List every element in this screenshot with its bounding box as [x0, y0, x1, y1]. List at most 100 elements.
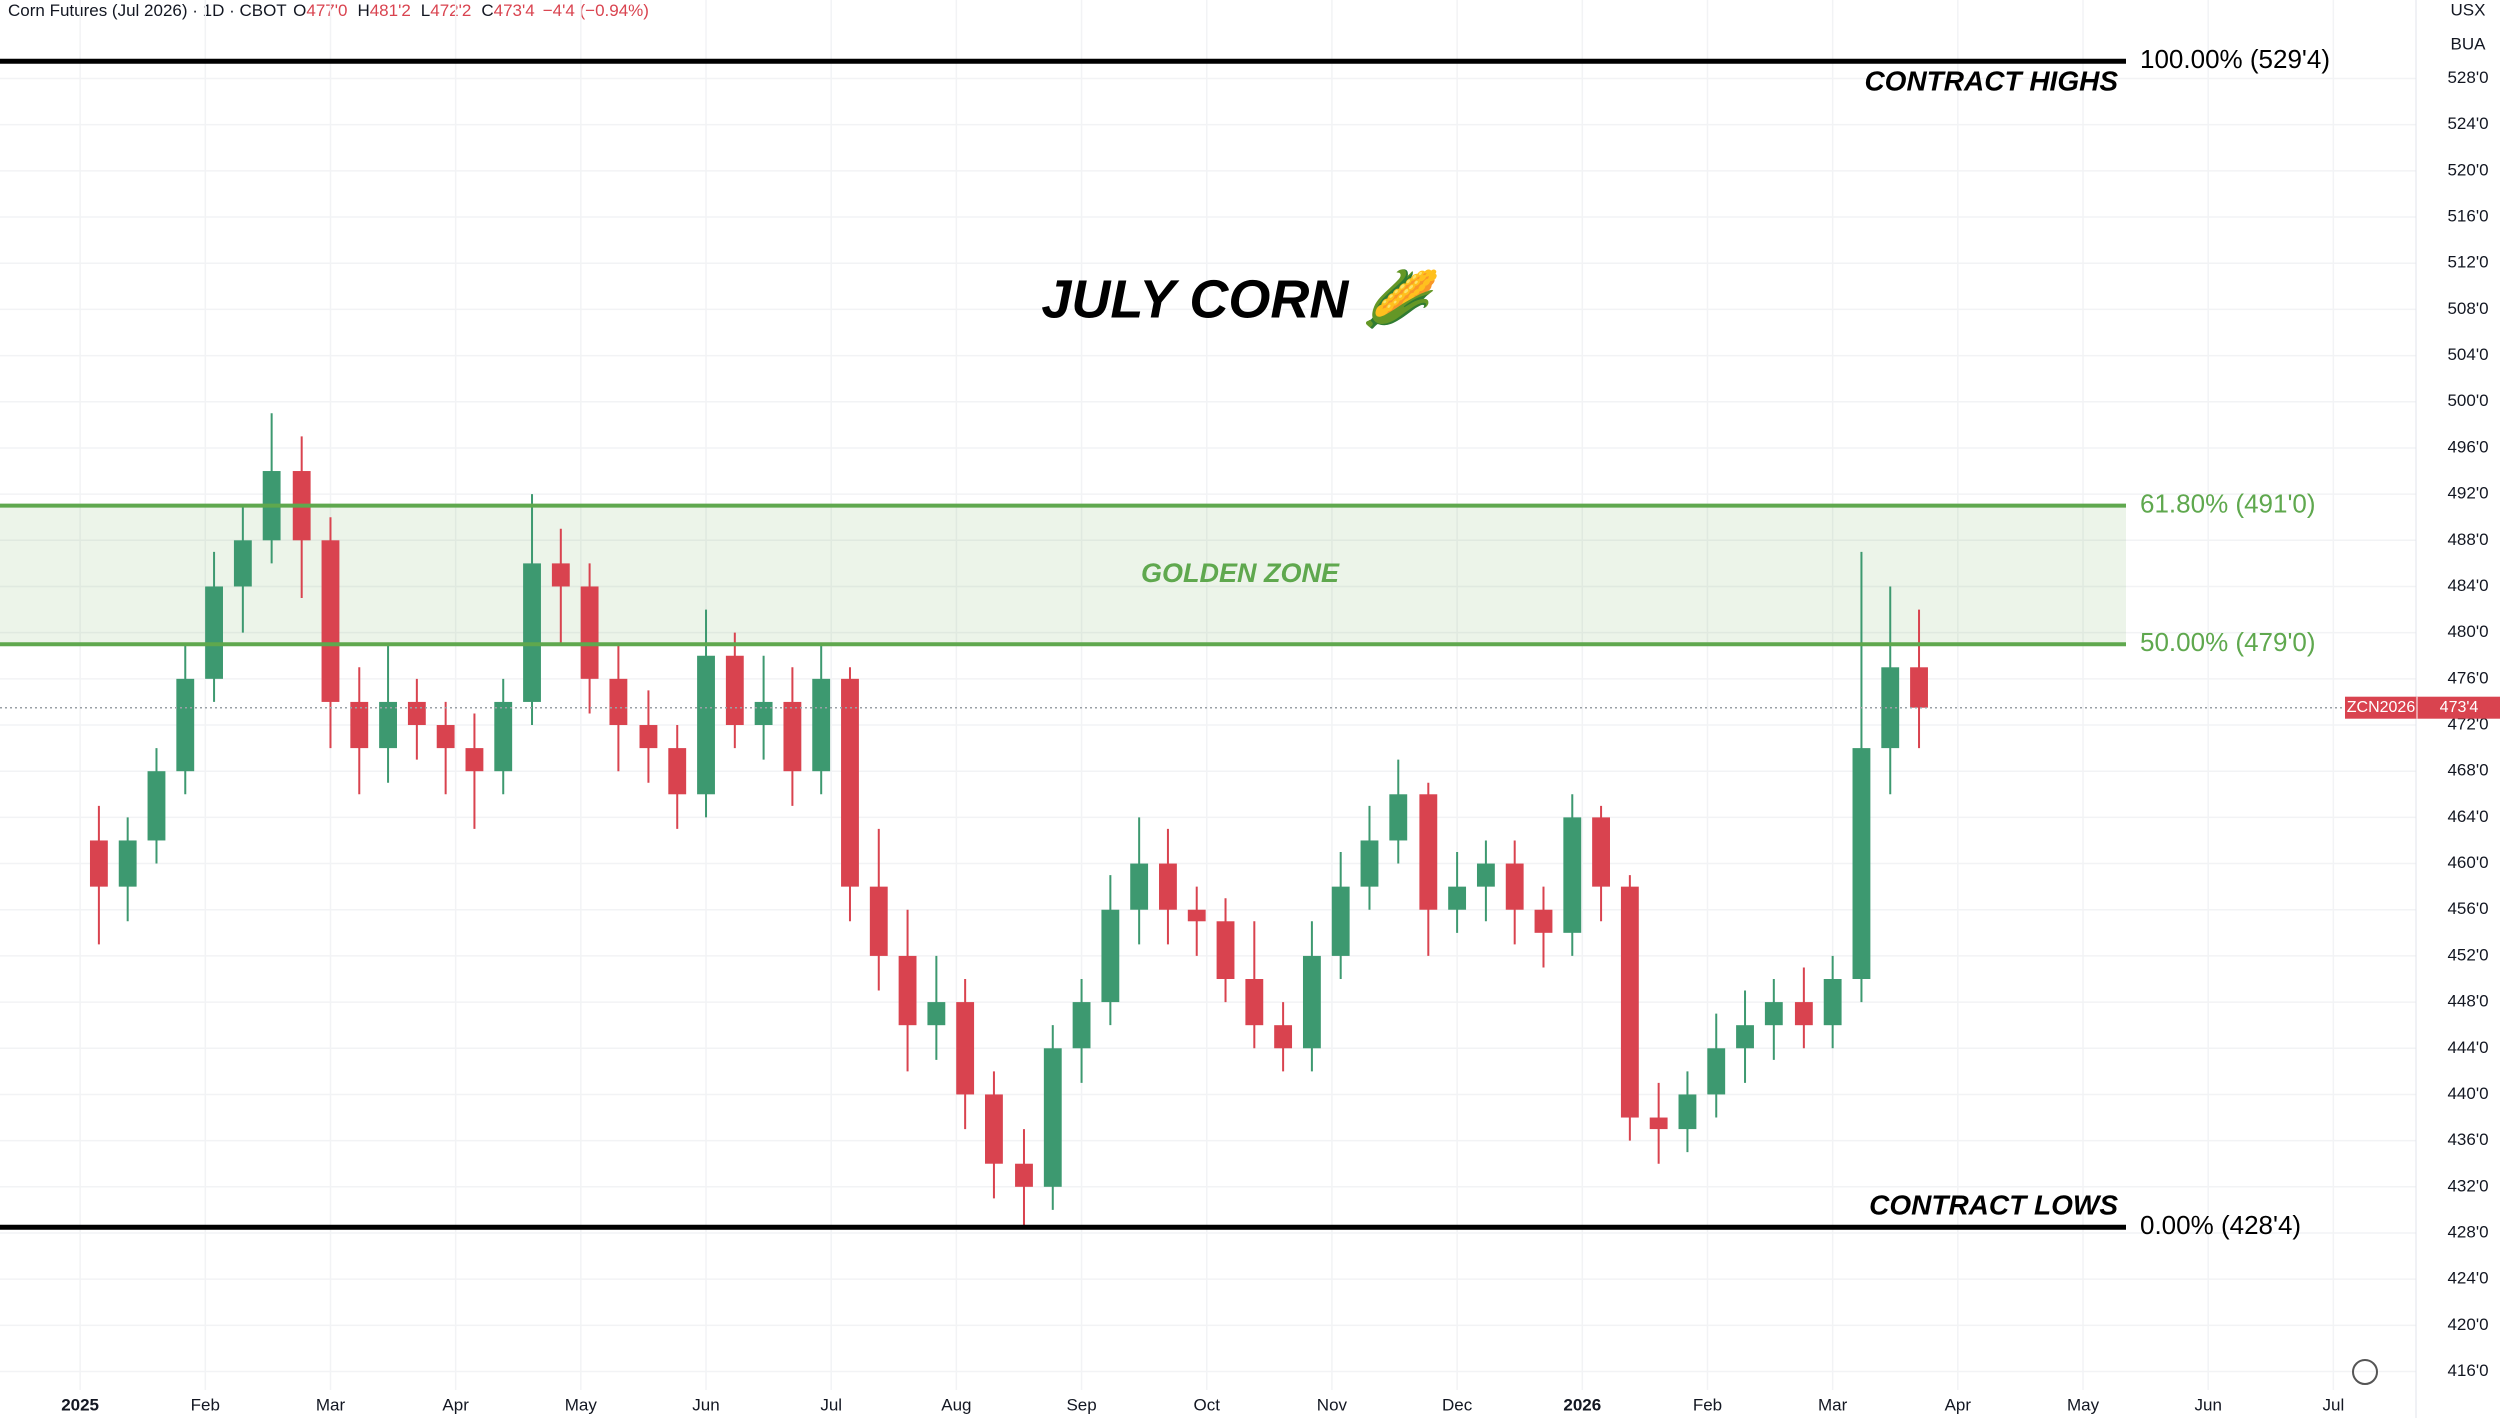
candle-body [1476, 863, 1495, 887]
candle-body [436, 725, 455, 749]
candle-body [927, 1002, 946, 1026]
level-label: 50.00% (479'0) [2140, 627, 2316, 657]
y-tick-label: 484'0 [2447, 576, 2488, 595]
y-tick-label: 440'0 [2447, 1084, 2488, 1103]
ohlc-key: C [481, 1, 494, 20]
candle-body [1216, 921, 1235, 980]
x-tick-label: Mar [316, 1395, 346, 1414]
candle-body [869, 886, 888, 956]
header: Corn Futures (Jul 2026) · 1D · CBOT O477… [8, 0, 657, 22]
candle-body [1736, 1025, 1754, 1049]
candle-body [1015, 1163, 1033, 1187]
x-tick-label: Apr [442, 1395, 469, 1414]
grid [0, 0, 2416, 1390]
candle-body [1331, 886, 1350, 956]
candle-body [1563, 817, 1582, 933]
candle-body [639, 725, 658, 749]
last-price-symbol: ZCN2026 [2347, 699, 2416, 716]
y-tick-label: 436'0 [2447, 1130, 2488, 1149]
change: −4'4 (−0.94%) [542, 1, 649, 20]
ohlc-value: 477'0 [306, 1, 348, 20]
candle-body [668, 748, 687, 795]
candle-body [1159, 863, 1177, 910]
level-label: 100.00% (529'4) [2140, 44, 2330, 74]
candle-body [551, 563, 570, 587]
zone: GOLDEN ZONE [0, 505, 2126, 645]
y-tick-label: 508'0 [2447, 299, 2488, 318]
x-tick-label: Sep [1066, 1395, 1096, 1414]
symbol: Corn Futures (Jul 2026) · 1D · CBOT [8, 1, 287, 20]
chart-title: JULY CORN 🌽 [1041, 266, 1440, 329]
y-tick-label: 500'0 [2447, 391, 2488, 410]
candle-body [1620, 886, 1639, 1118]
x-tick-label: Feb [1693, 1395, 1722, 1414]
candle-body [1852, 748, 1871, 980]
unit-label: USX [2451, 0, 2486, 19]
y-tick-label: 480'0 [2447, 622, 2488, 641]
x-tick-label: Jun [2194, 1395, 2221, 1414]
candle-body [580, 586, 599, 679]
candle-body [1505, 863, 1524, 910]
candle-body [1130, 863, 1149, 910]
y-tick-label: 452'0 [2447, 945, 2488, 964]
y-tick-label: 524'0 [2447, 114, 2488, 133]
candle-body [783, 701, 802, 772]
candle-body [1389, 794, 1408, 841]
candle-body [176, 678, 195, 772]
y-tick-label: 460'0 [2447, 853, 2488, 872]
candle-body [898, 955, 917, 1026]
candle-body [1245, 979, 1264, 1026]
candle-body [147, 771, 166, 841]
y-tick-label: 456'0 [2447, 899, 2488, 918]
candle-body [1534, 909, 1553, 933]
last-price-label: 473'4 [2440, 699, 2479, 716]
candle-body [407, 701, 426, 726]
y-tick-label: 520'0 [2447, 160, 2488, 179]
candle-body [1448, 886, 1467, 910]
y-tick-label: 512'0 [2447, 253, 2488, 272]
zone-label: GOLDEN ZONE [1141, 558, 1340, 588]
candle-body [523, 563, 541, 702]
candle-body [956, 1002, 975, 1095]
y-tick-label: 476'0 [2447, 668, 2488, 687]
candle-body [1764, 1002, 1783, 1026]
level-label: 61.80% (491'0) [2140, 489, 2316, 519]
y-tick-label: 468'0 [2447, 761, 2488, 780]
level-label: 0.00% (428'4) [2140, 1210, 2301, 1240]
x-tick-label: 2026 [1563, 1395, 1601, 1414]
candle-body [725, 655, 744, 726]
candle-body [1678, 1094, 1697, 1130]
y-tick-label: 428'0 [2447, 1222, 2488, 1241]
x-tick-label: Mar [1818, 1395, 1848, 1414]
y-tick-label: 516'0 [2447, 207, 2488, 226]
candle-body [89, 840, 108, 887]
ohlc-value: 481'2 [369, 1, 411, 20]
candle-body [697, 655, 715, 795]
candle-body [1043, 1048, 1062, 1187]
candle-body [233, 540, 252, 587]
y-tick-label: 464'0 [2447, 807, 2488, 826]
y-tick-label: 504'0 [2447, 345, 2488, 364]
x-tick-label: Feb [191, 1395, 220, 1414]
candle-body [205, 586, 223, 679]
x-tick-label: Dec [1442, 1395, 1473, 1414]
y-tick-label: 496'0 [2447, 437, 2488, 456]
candle-body [1419, 794, 1438, 910]
timer-icon[interactable] [2352, 1359, 2378, 1385]
candle-body [1794, 1002, 1813, 1026]
level-note: CONTRACT HIGHS [1864, 66, 2118, 97]
x-tick-label: Jul [820, 1395, 842, 1414]
ohlc-key: H [357, 1, 370, 20]
levels: 100.00% (529'4) CONTRACT HIGHS 61.80% (491… [0, 44, 2330, 1240]
candle-body [1592, 817, 1610, 887]
candle-body [1360, 840, 1379, 887]
candle-body [1072, 1002, 1091, 1049]
y-tick-label: 424'0 [2447, 1269, 2488, 1288]
x-tick-label: Aug [941, 1395, 971, 1414]
x-tick-label: Oct [1194, 1395, 1221, 1414]
x-tick-label: May [2067, 1395, 2100, 1414]
y-tick-label: 444'0 [2447, 1038, 2488, 1057]
unit-label: BUA [2451, 34, 2487, 53]
